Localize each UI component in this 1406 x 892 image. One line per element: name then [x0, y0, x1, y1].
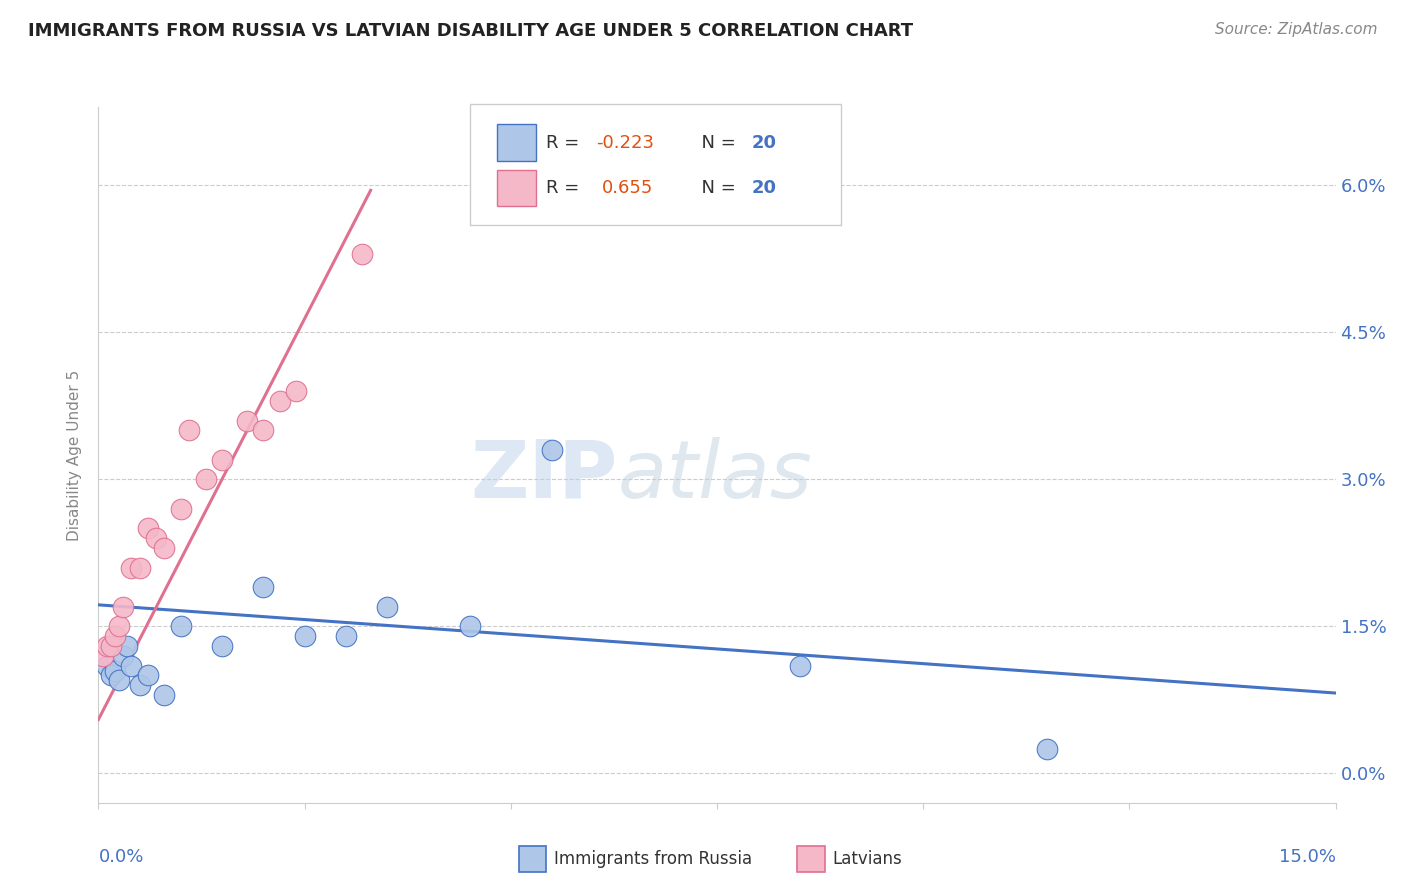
Point — [128, 678, 150, 692]
Point — [136, 668, 159, 682]
Text: 0.655: 0.655 — [602, 178, 654, 197]
Point — [458, 619, 481, 633]
Point — [269, 394, 291, 409]
Point — [170, 501, 193, 516]
Text: Immigrants from Russia: Immigrants from Russia — [554, 850, 752, 868]
Point — [96, 658, 118, 673]
Point — [252, 424, 274, 438]
Point — [153, 541, 176, 555]
Text: IMMIGRANTS FROM RUSSIA VS LATVIAN DISABILITY AGE UNDER 5 CORRELATION CHART: IMMIGRANTS FROM RUSSIA VS LATVIAN DISABI… — [28, 22, 914, 40]
Text: 20: 20 — [752, 134, 776, 152]
Point — [145, 531, 167, 545]
Point — [104, 664, 127, 678]
Text: Latvians: Latvians — [832, 850, 901, 868]
Text: 20: 20 — [752, 178, 776, 197]
Point — [170, 619, 193, 633]
Point — [91, 648, 114, 663]
Point — [153, 688, 176, 702]
Point — [285, 384, 308, 399]
Point — [120, 658, 142, 673]
Point — [108, 673, 131, 688]
Point — [294, 629, 316, 643]
Y-axis label: Disability Age Under 5: Disability Age Under 5 — [67, 369, 83, 541]
Text: N =: N = — [690, 178, 741, 197]
Point — [541, 443, 564, 458]
Point — [335, 629, 357, 643]
Point — [252, 580, 274, 594]
Text: Source: ZipAtlas.com: Source: ZipAtlas.com — [1215, 22, 1378, 37]
Text: 15.0%: 15.0% — [1278, 848, 1336, 866]
Point — [352, 247, 374, 261]
Point — [375, 599, 398, 614]
Point — [194, 472, 217, 486]
Point — [112, 599, 135, 614]
Point — [789, 658, 811, 673]
FancyBboxPatch shape — [519, 846, 547, 872]
Point — [136, 521, 159, 535]
Text: atlas: atlas — [619, 437, 813, 515]
Point — [120, 560, 142, 574]
Point — [1036, 742, 1059, 756]
Point — [211, 639, 233, 653]
Point — [179, 424, 201, 438]
Text: ZIP: ZIP — [471, 437, 619, 515]
Point — [236, 414, 259, 428]
Point — [211, 452, 233, 467]
FancyBboxPatch shape — [470, 103, 841, 226]
Point — [128, 560, 150, 574]
FancyBboxPatch shape — [496, 169, 537, 206]
Text: N =: N = — [690, 134, 741, 152]
Point — [100, 639, 122, 653]
Point — [100, 668, 122, 682]
Point — [96, 639, 118, 653]
Text: 0.0%: 0.0% — [98, 848, 143, 866]
Point — [104, 629, 127, 643]
Point — [117, 639, 139, 653]
Text: R =: R = — [547, 134, 585, 152]
FancyBboxPatch shape — [496, 124, 537, 161]
Text: R =: R = — [547, 178, 591, 197]
Point — [108, 619, 131, 633]
Point — [112, 648, 135, 663]
FancyBboxPatch shape — [797, 846, 825, 872]
Text: -0.223: -0.223 — [596, 134, 654, 152]
